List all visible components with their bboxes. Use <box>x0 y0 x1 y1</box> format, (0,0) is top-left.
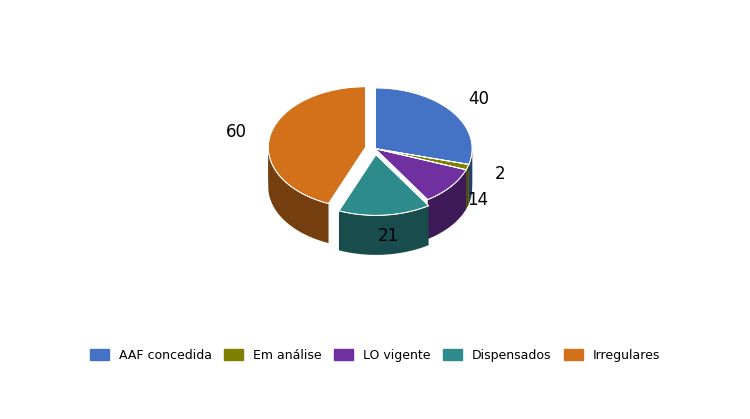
Text: 60: 60 <box>226 122 248 140</box>
Polygon shape <box>375 88 472 164</box>
Polygon shape <box>339 155 428 215</box>
Polygon shape <box>339 206 428 255</box>
Polygon shape <box>375 88 472 164</box>
Polygon shape <box>268 147 328 243</box>
Legend: AAF concedida, Em análise, LO vigente, Dispensados, Irregulares: AAF concedida, Em análise, LO vigente, D… <box>85 344 664 367</box>
Text: 14: 14 <box>466 191 488 209</box>
Polygon shape <box>375 149 469 170</box>
Polygon shape <box>427 170 466 239</box>
Text: 2: 2 <box>495 165 506 183</box>
Polygon shape <box>469 147 472 204</box>
Polygon shape <box>466 164 469 209</box>
Polygon shape <box>268 87 365 204</box>
Polygon shape <box>375 88 472 188</box>
Polygon shape <box>375 149 466 199</box>
Text: 21: 21 <box>377 227 398 245</box>
Polygon shape <box>339 155 428 215</box>
Polygon shape <box>268 87 365 186</box>
Polygon shape <box>268 87 365 204</box>
Text: 40: 40 <box>469 90 490 108</box>
Polygon shape <box>375 149 466 199</box>
Polygon shape <box>375 149 469 170</box>
